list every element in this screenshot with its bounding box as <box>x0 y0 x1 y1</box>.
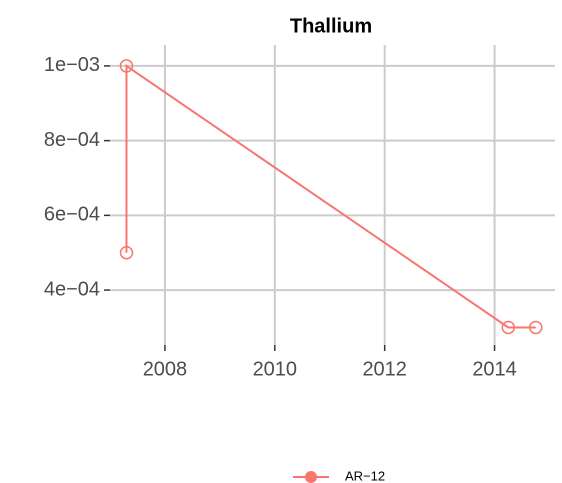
legend-label: AR−12 <box>345 468 385 483</box>
chart-title: Thallium <box>290 15 372 37</box>
point <box>119 245 134 260</box>
point <box>501 320 516 335</box>
y-tick-label: 6e−04 <box>44 204 100 226</box>
point <box>529 320 543 335</box>
legend-symbol <box>305 471 317 483</box>
y-tick-label: 8e−04 <box>44 129 100 151</box>
y-tick-label: 4e−04 <box>44 278 100 300</box>
y-tick-label: 1e−03 <box>44 54 100 76</box>
x-tick-label: 2010 <box>253 358 298 380</box>
point <box>119 59 134 73</box>
x-tick-label: 2014 <box>472 358 517 380</box>
series-line <box>125 64 536 329</box>
x-tick-label: 2008 <box>143 358 188 380</box>
x-tick-label: 2012 <box>362 358 407 380</box>
